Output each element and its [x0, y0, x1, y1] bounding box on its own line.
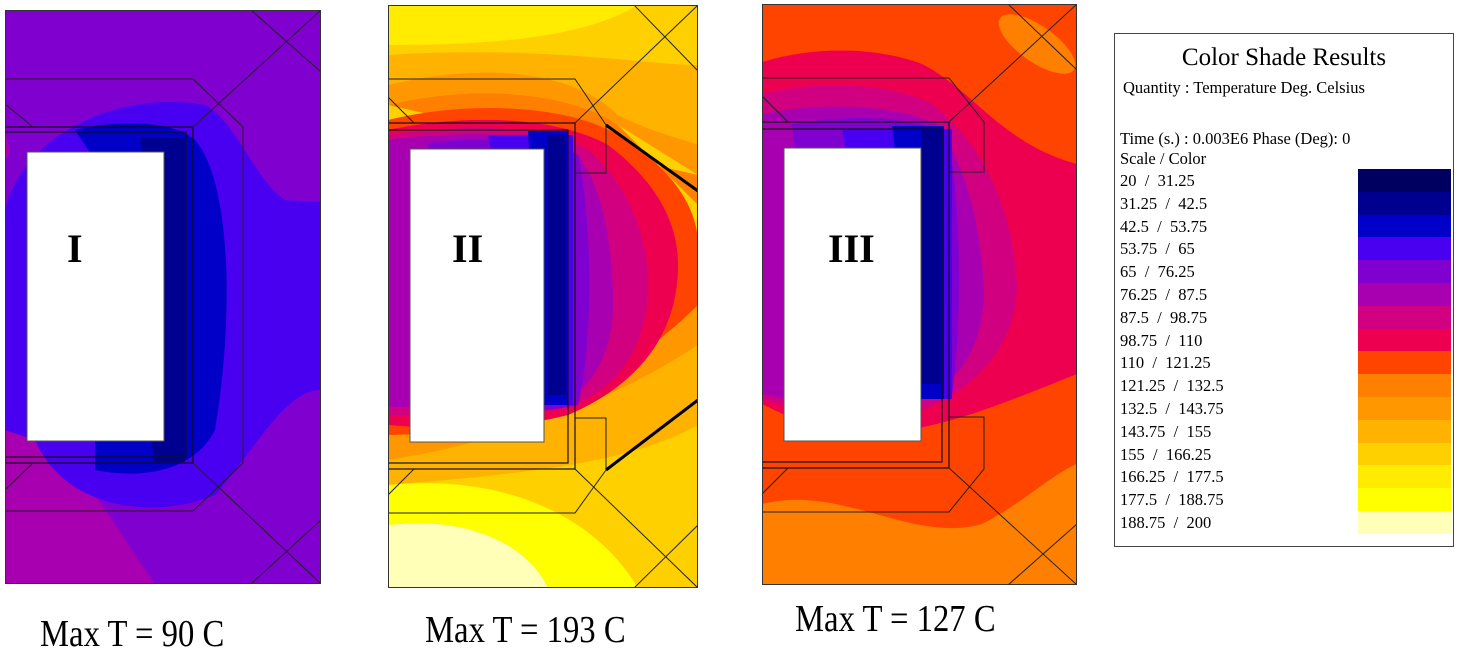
legend-range: 20 / 31.25 — [1120, 171, 1195, 190]
legend-color-swatch — [1358, 374, 1451, 397]
legend-color-swatch — [1358, 488, 1451, 511]
panel-i-max-temp-caption: Max T = 90 C — [40, 613, 225, 655]
panel-iii-label: III — [828, 226, 875, 271]
panel-ii-label: II — [452, 226, 483, 271]
panel-ii-contour-plot: II — [388, 5, 698, 588]
legend-color-swatch — [1358, 328, 1451, 352]
legend-range: 87.5 / 98.75 — [1120, 307, 1208, 327]
legend-color-swatch — [1358, 237, 1451, 261]
legend-range: 188.75 / 200 — [1120, 512, 1212, 532]
legend-range: 76.25 / 87.5 — [1120, 284, 1208, 304]
legend-color-swatch — [1358, 260, 1451, 283]
panel-ii-temperature-map: II — [388, 5, 698, 588]
color-legend: Color Shade Results Quantity : Temperatu… — [1114, 33, 1454, 547]
legend-color-swatch — [1358, 169, 1451, 192]
panel-i-contour-plot: I — [5, 10, 321, 584]
panel-iii-max-temp-caption: Max T = 127 C — [795, 598, 996, 640]
legend-scale-header: Scale / Color — [1120, 149, 1207, 168]
legend-color-swatch — [1358, 419, 1451, 443]
legend-quantity: Quantity : Temperature Deg. Celsius — [1123, 78, 1365, 97]
panel-iii-contour-plot: III — [762, 4, 1077, 585]
legend-color-swatch — [1358, 191, 1451, 215]
legend-title: Color Shade Results — [1181, 44, 1387, 71]
panel-iii-temperature-map: III — [762, 4, 1077, 585]
panel-ii-max-temp-caption: Max T = 193 C — [425, 609, 626, 651]
legend-color-swatch — [1358, 214, 1451, 238]
panel-i-label: I — [67, 226, 83, 271]
legend-range: 110 / 121.25 — [1120, 353, 1211, 373]
legend-range: 155 / 166.25 — [1120, 444, 1212, 464]
legend-color-swatch — [1358, 396, 1451, 420]
legend-colorbar — [1358, 169, 1451, 534]
legend-range: 31.25 / 42.5 — [1120, 193, 1208, 213]
legend-range: 53.75 / 65 — [1120, 239, 1195, 259]
legend-color-swatch — [1358, 442, 1451, 466]
legend-color-swatch — [1358, 351, 1451, 375]
legend-range: 42.5 / 53.75 — [1120, 216, 1208, 236]
legend-color-swatch — [1358, 305, 1451, 329]
legend-range-list: 20 / 31.25 31.25 / 42.5 42.5 / 53.75 53.… — [1120, 170, 1224, 535]
legend-range: 177.5 / 188.75 — [1120, 490, 1224, 510]
legend-color-swatch — [1358, 510, 1451, 534]
legend-time-phase: Time (s.) : 0.003E6 Phase (Deg): 0 — [1120, 129, 1351, 148]
legend-range: 132.5 / 143.75 — [1120, 398, 1224, 418]
legend-range: 98.75 / 110 — [1120, 330, 1203, 350]
legend-range: 65 / 76.25 — [1120, 262, 1195, 282]
legend-range: 121.25 / 132.5 — [1120, 376, 1224, 396]
panel-i-temperature-map: I — [5, 10, 321, 584]
legend-color-swatch — [1358, 282, 1451, 306]
legend-color-swatch — [1358, 465, 1451, 489]
legend-range: 166.25 / 177.5 — [1120, 467, 1224, 487]
legend-range: 143.75 / 155 — [1120, 421, 1212, 441]
